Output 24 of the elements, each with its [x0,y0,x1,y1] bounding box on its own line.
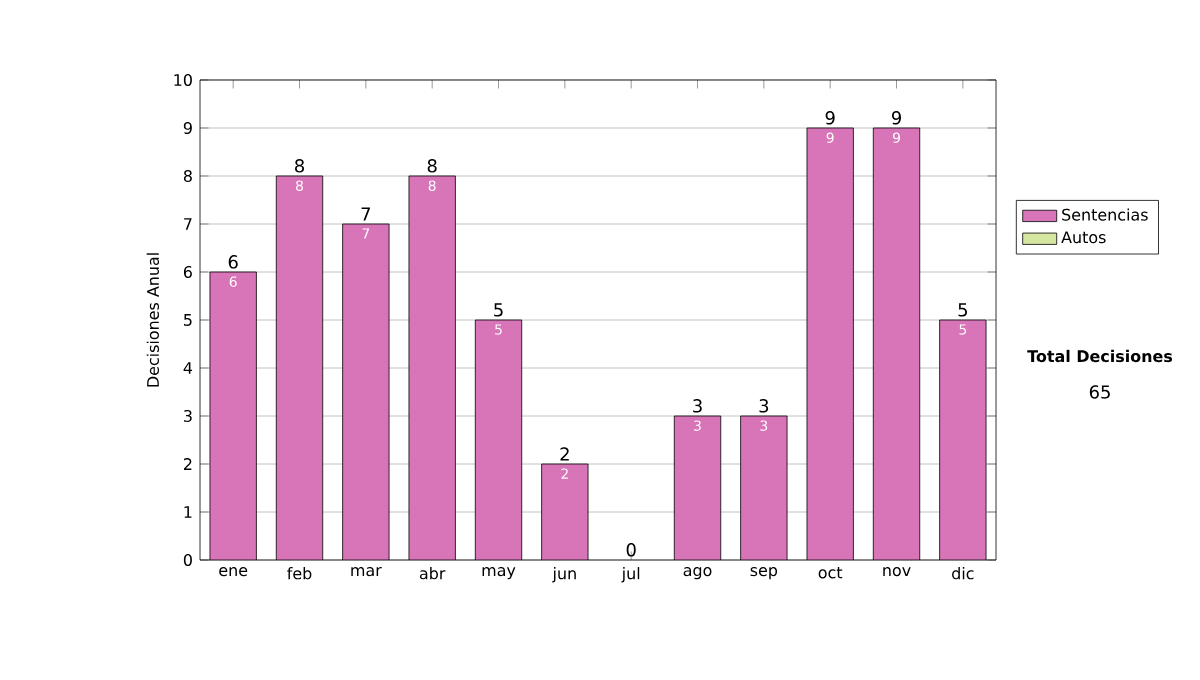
total-label: 5 [958,303,967,317]
bar [474,319,523,560]
total-label: 6 [228,255,238,269]
bar [408,175,456,560]
bar [806,127,854,560]
bar [873,127,920,560]
total-label: 0 [626,543,636,557]
bar [541,463,589,560]
bar [209,271,257,560]
total-label: 3 [693,399,702,413]
bar [275,175,324,560]
total-label: 8 [427,159,437,173]
total-label: 8 [295,159,304,173]
text: 65 [1089,385,1110,399]
bar [939,319,987,560]
total-label: 9 [891,111,901,125]
total-label: 3 [759,399,769,413]
total-label: 7 [361,207,371,221]
total-label: 2 [560,447,569,461]
bar [740,416,788,560]
total-label: 5 [494,303,503,317]
bar [674,416,721,560]
bar [342,223,390,560]
total-label: 9 [825,111,835,125]
